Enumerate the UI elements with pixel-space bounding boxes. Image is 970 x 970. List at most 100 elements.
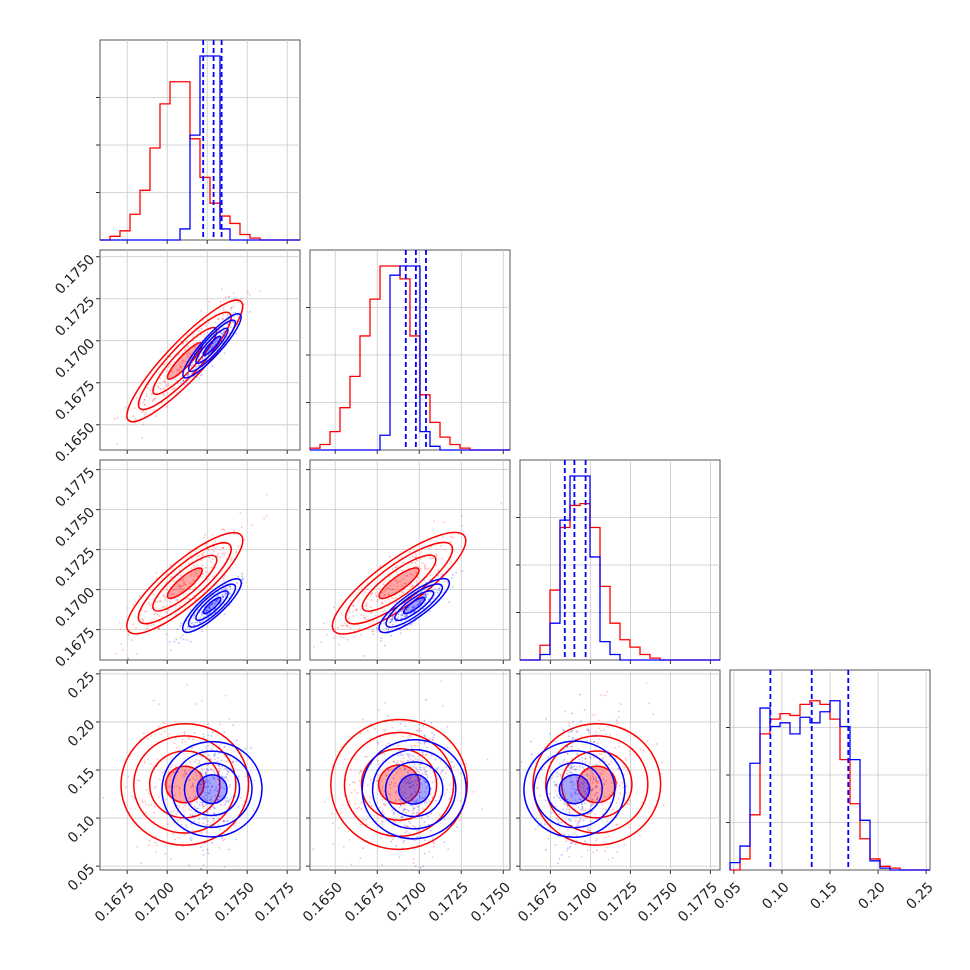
scatter-point xyxy=(217,794,220,797)
scatter-point xyxy=(175,784,178,787)
scatter-point xyxy=(207,852,210,855)
scatter-point xyxy=(420,568,422,570)
scatter-point xyxy=(410,794,412,797)
scatter-point xyxy=(140,862,143,865)
scatter-point xyxy=(553,809,555,812)
scatter-point xyxy=(588,761,591,764)
scatter-point xyxy=(162,392,165,395)
scatter-point xyxy=(224,799,227,802)
scatter-point xyxy=(425,770,428,773)
scatter-point xyxy=(375,812,378,814)
scatter-point xyxy=(379,587,381,590)
scatter-point xyxy=(143,611,146,613)
density-contour-red xyxy=(378,567,420,600)
scatter-point xyxy=(559,799,562,802)
scatter-point xyxy=(205,823,208,826)
scatter-point xyxy=(211,558,214,560)
scatter-point xyxy=(130,639,133,642)
scatter-point xyxy=(572,720,574,723)
scatter-point xyxy=(200,327,203,330)
scatter-point xyxy=(189,353,192,356)
scatter-point xyxy=(359,732,362,735)
scatter-point xyxy=(431,781,434,784)
scatter-point xyxy=(197,358,200,361)
scatter-point xyxy=(166,611,168,614)
scatter-point xyxy=(371,599,373,602)
scatter-point xyxy=(407,825,410,828)
scatter-point xyxy=(197,330,200,332)
scatter-point xyxy=(221,593,224,596)
scatter-point xyxy=(205,610,208,612)
scatter-point xyxy=(200,771,202,774)
scatter-point xyxy=(221,837,224,840)
scatter-point xyxy=(433,734,436,737)
scatter-point xyxy=(425,753,428,756)
scatter-point xyxy=(569,767,572,770)
density-contour-red xyxy=(152,554,218,612)
scatter-point xyxy=(169,576,172,579)
scatter-point xyxy=(229,533,231,536)
scatter-point xyxy=(412,607,415,609)
scatter-point xyxy=(193,346,196,348)
scatter-point xyxy=(187,597,190,600)
scatter-point xyxy=(152,400,155,402)
scatter-point xyxy=(214,547,217,550)
scatter-point xyxy=(155,577,158,580)
scatter-point xyxy=(608,733,611,736)
y-tick-label: 0.1700 xyxy=(52,336,98,382)
scatter-point xyxy=(433,845,435,848)
scatter-point xyxy=(226,770,229,773)
scatter-point xyxy=(419,796,422,799)
scatter-point xyxy=(645,682,648,685)
scatter-point xyxy=(371,611,373,614)
scatter-point xyxy=(408,810,410,812)
scatter-point xyxy=(568,731,571,734)
scatter-point xyxy=(588,756,591,758)
scatter-point xyxy=(180,365,182,368)
scatter-point xyxy=(415,570,417,573)
scatter-point xyxy=(201,786,204,789)
scatter-point xyxy=(575,788,578,791)
scatter-point xyxy=(381,778,384,781)
scatter-point xyxy=(147,758,149,761)
scatter-point xyxy=(570,776,572,778)
scatter-point xyxy=(210,796,213,799)
scatter-point xyxy=(377,773,380,776)
scatter-point xyxy=(227,799,229,802)
scatter-point xyxy=(417,809,420,811)
scatter-point xyxy=(569,824,572,827)
scatter-point xyxy=(556,772,559,774)
scatter-point xyxy=(224,593,227,596)
scatter-point xyxy=(438,587,440,590)
scatter-point xyxy=(535,762,538,765)
scatter-point xyxy=(363,617,366,620)
scatter-point xyxy=(205,773,208,776)
y-tick-label: 0.10 xyxy=(65,813,98,846)
panel-2-1 xyxy=(306,459,511,664)
scatter-point xyxy=(583,790,586,793)
scatter-point xyxy=(611,808,614,811)
scatter-point xyxy=(181,774,184,777)
scatter-point xyxy=(450,560,452,563)
scatter-point xyxy=(574,804,577,806)
density-contour-red xyxy=(545,735,649,834)
scatter-point xyxy=(222,598,225,601)
scatter-point xyxy=(410,606,413,608)
scatter-point xyxy=(242,577,245,580)
scatter-point xyxy=(568,856,571,858)
scatter-point xyxy=(566,798,568,801)
panel-frame xyxy=(99,459,301,661)
scatter-point xyxy=(355,608,358,611)
scatter-point xyxy=(144,812,147,814)
scatter-point xyxy=(138,595,141,597)
scatter-point xyxy=(341,803,344,806)
density-contour-red xyxy=(361,554,437,612)
histogram-red xyxy=(100,81,300,241)
scatter-point xyxy=(419,787,422,790)
scatter-point xyxy=(428,738,431,741)
scatter-point xyxy=(190,622,193,625)
scatter-point xyxy=(199,801,202,804)
scatter-point xyxy=(618,745,620,748)
scatter-point xyxy=(412,784,414,787)
scatter-point xyxy=(213,602,216,605)
